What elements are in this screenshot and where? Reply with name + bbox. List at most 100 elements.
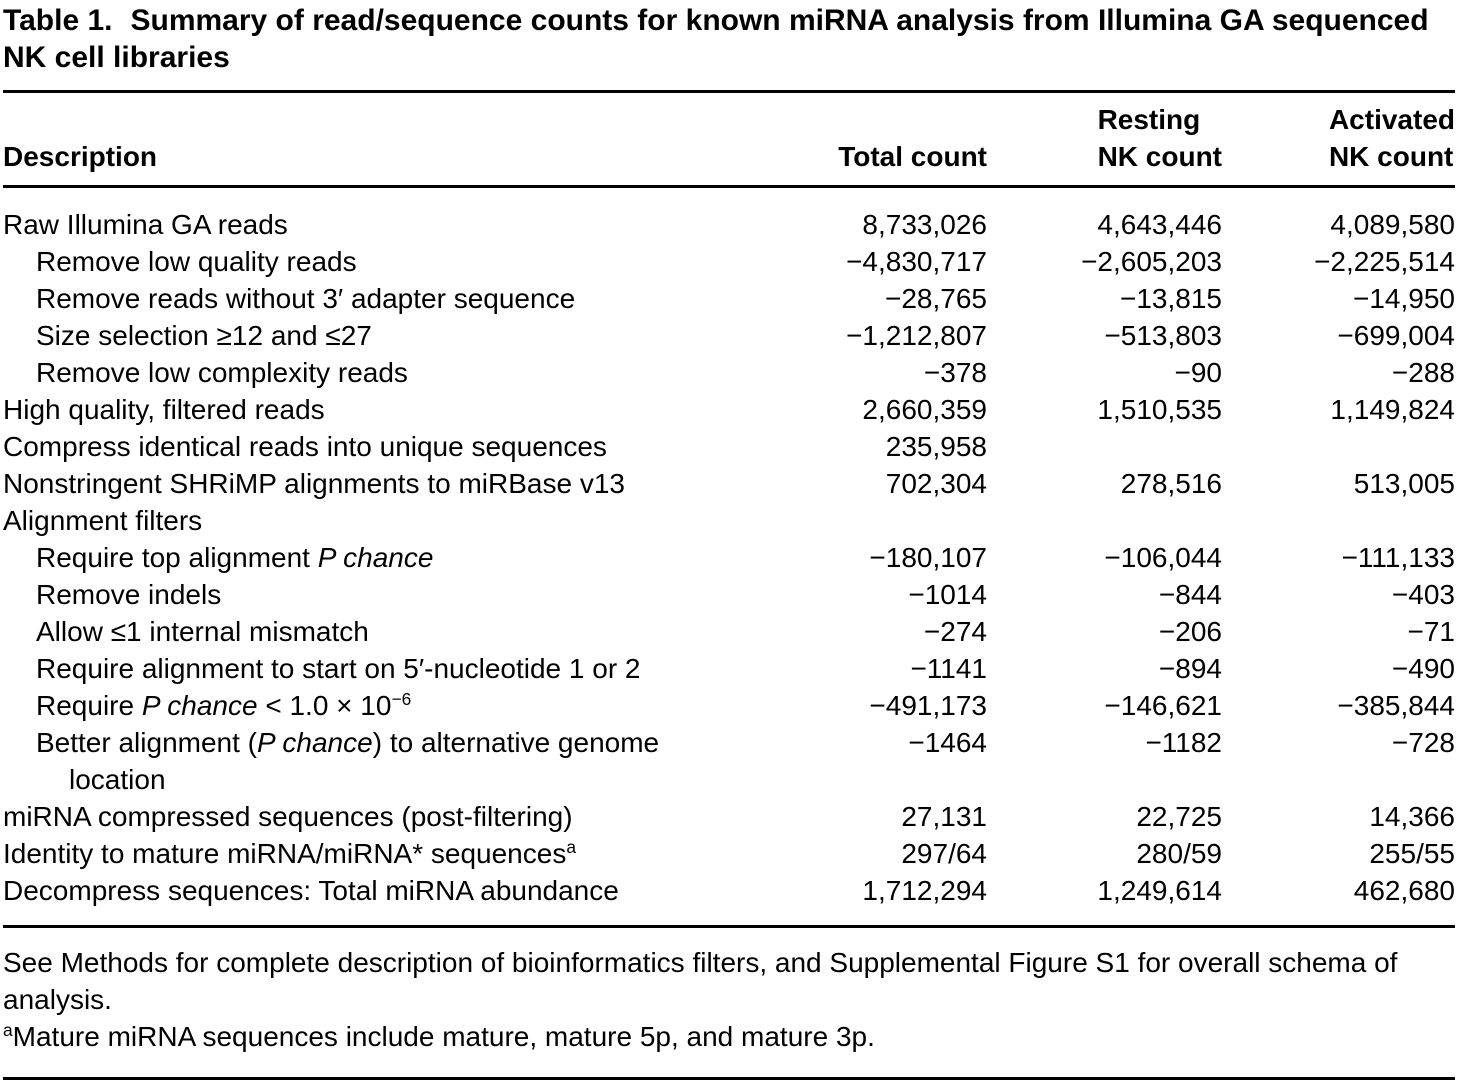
rule-bottom — [3, 1077, 1455, 1080]
row-value: 1,249,614 — [1097, 875, 1222, 906]
table-body: Raw Illumina GA reads 8,733,026 4,643,446 4… — [3, 187, 1455, 926]
row-value: −844 — [1158, 579, 1222, 610]
row-value: −71 — [1407, 616, 1456, 647]
row-value: −513,803 — [1104, 320, 1222, 351]
row-value — [987, 428, 1222, 465]
row-description: Nonstringent SHRiMP alignments to miRBas… — [3, 465, 755, 502]
row-value: −385,844 — [1337, 690, 1455, 721]
column-header-lines: Description — [3, 138, 157, 175]
table-row: Remove low complexity reads −378 −90 −288 — [3, 354, 1455, 391]
text-segment: ) to alternative genome location — [69, 727, 660, 795]
row-value: 4,643,446 — [1097, 209, 1222, 240]
text-segment: Require — [36, 690, 142, 721]
row-value: −106,044 — [1104, 542, 1222, 573]
row-value: 280/59 — [1136, 838, 1222, 869]
column-header-lines: Total count — [838, 138, 987, 175]
text-segment: Raw Illumina GA reads — [3, 209, 288, 240]
row-value: −1182 — [1145, 727, 1222, 758]
row-value: −699,004 — [1337, 320, 1455, 351]
row-value: 297/64 — [901, 838, 987, 869]
row-value: −894 — [1158, 653, 1222, 684]
text-segment: Identity to mature miRNA/miRNA* sequence… — [3, 838, 567, 869]
row-value: 22,725 — [1136, 801, 1222, 832]
row-value: −378 — [923, 357, 987, 388]
text-segment: miRNA compressed sequences (post-filteri… — [3, 801, 573, 832]
row-value: −4,830,717 — [846, 246, 987, 277]
row-value — [1222, 428, 1455, 465]
row-description: Compress identical reads into unique seq… — [3, 428, 755, 465]
text-segment: Allow ≤1 internal mismatch — [36, 616, 369, 647]
row-value: −14,950 — [1353, 283, 1455, 314]
row-value: 278,516 — [1120, 468, 1222, 499]
row-value: −491,173 — [869, 690, 987, 721]
table-row: Raw Illumina GA reads 8,733,026 4,643,446 4… — [3, 187, 1455, 244]
row-value: −728 — [1391, 727, 1455, 758]
rule-below-title — [3, 90, 1455, 93]
row-value: 513,005 — [1353, 468, 1455, 499]
row-value: −111,133 — [1341, 542, 1455, 573]
text-segment: Mature miRNA sequences include mature, m… — [12, 1021, 875, 1052]
text-segment: Size selection ≥12 and ≤27 — [36, 320, 372, 351]
row-value: −1464 — [908, 727, 987, 758]
row-value: −13,815 — [1120, 283, 1222, 314]
table-notes: See Methods for complete description of … — [3, 944, 1455, 1055]
rule-below-table — [3, 925, 1455, 928]
italic-text: P chance — [141, 690, 258, 721]
text-segment: Nonstringent SHRiMP alignments to miRBas… — [3, 468, 625, 499]
text-segment: Alignment filters — [3, 505, 203, 536]
row-value: 4,089,580 — [1330, 209, 1455, 240]
row-value: −2,605,203 — [1081, 246, 1222, 277]
row-value: −1014 — [908, 579, 987, 610]
italic-text: P chance — [317, 542, 434, 573]
column-header: Resting NK count — [987, 93, 1222, 188]
text-segment: High quality, filtered reads — [3, 394, 325, 425]
table-header-row: Description Total count Resting NK count Act… — [3, 93, 1455, 188]
italic-text: P chance — [257, 727, 373, 758]
row-description: Size selection ≥12 and ≤27 — [3, 317, 755, 354]
row-value — [1222, 502, 1455, 539]
row-description: Remove low complexity reads — [3, 354, 755, 391]
row-value: −146,621 — [1104, 690, 1222, 721]
row-value: 462,680 — [1353, 875, 1455, 906]
table-row: Decompress sequences: Total miRNA abunda… — [3, 872, 1455, 925]
row-description: Allow ≤1 internal mismatch — [3, 613, 755, 650]
row-value: −1,212,807 — [846, 320, 987, 351]
row-value: 1,510,535 — [1097, 394, 1222, 425]
table-caption: Table 1. Summary of read/sequence counts … — [3, 2, 1455, 76]
text-segment: Decompress sequences: Total miRNA abunda… — [3, 875, 619, 906]
table-row: Require P chance < 1.0 × 10−6 −491,173 −14… — [3, 687, 1455, 724]
table-note: aMature miRNA sequences include mature, … — [3, 1018, 1455, 1055]
row-description: High quality, filtered reads — [3, 391, 755, 428]
column-header: Description — [3, 93, 755, 188]
row-description: Better alignment (P chance) to alternati… — [3, 724, 755, 798]
column-header-line: NK count — [1097, 141, 1222, 172]
column-header-lines: Resting NK count — [1098, 101, 1222, 175]
column-header-line: Activated — [1328, 104, 1455, 135]
row-description: Require P chance < 1.0 × 10−6 — [3, 687, 755, 724]
table-row: Require top alignment P chance −180,107 −1… — [3, 539, 1455, 576]
text-segment: < 1.0 × 10 — [257, 690, 392, 721]
text-segment: Remove low quality reads — [36, 246, 357, 277]
row-value — [987, 502, 1222, 539]
table-row: miRNA compressed sequences (post-filteri… — [3, 798, 1455, 835]
table-row: Remove low quality reads −4,830,717 −2,605… — [3, 243, 1455, 280]
text-segment: Remove low complexity reads — [36, 357, 408, 388]
column-header: Activated NK count — [1222, 93, 1455, 188]
row-description: Remove reads without 3′ adapter sequence — [3, 280, 755, 317]
column-header-line: Total count — [838, 141, 987, 172]
column-header-line: Resting — [1097, 104, 1201, 135]
row-value: −90 — [1174, 357, 1223, 388]
row-description: Identity to mature miRNA/miRNA* sequence… — [3, 835, 755, 872]
table-caption-text: Summary of read/sequence counts for know… — [3, 4, 1429, 74]
row-description: Require alignment to start on 5′-nucleot… — [3, 650, 755, 687]
spacer — [3, 1063, 1455, 1077]
row-value: 255/55 — [1369, 838, 1455, 869]
text-segment: Compress identical reads into unique seq… — [3, 431, 607, 462]
column-header-line: NK count — [1328, 141, 1454, 172]
superscript-text: a — [566, 837, 576, 858]
row-value: −180,107 — [869, 542, 987, 573]
row-description: Raw Illumina GA reads — [3, 187, 755, 244]
table-row: Allow ≤1 internal mismatch −274 −206 −71 — [3, 613, 1455, 650]
row-value: −2,225,514 — [1314, 246, 1455, 277]
